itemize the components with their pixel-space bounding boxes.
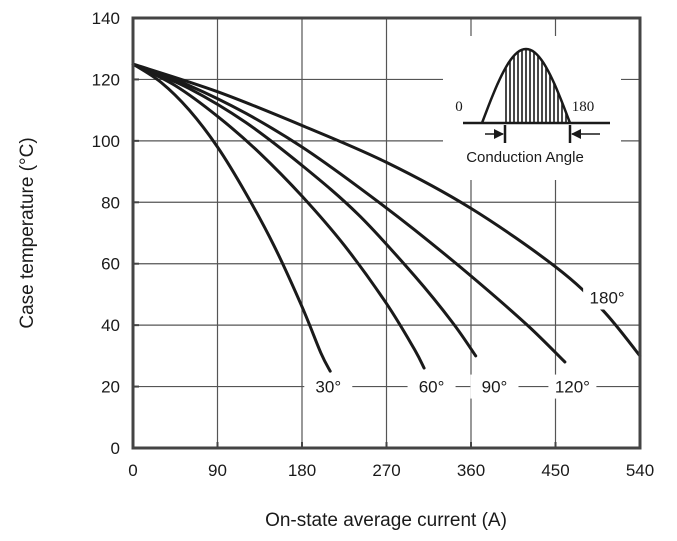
inset-label-zero: 0 <box>455 99 463 115</box>
curve-label-0: 30° <box>315 378 341 397</box>
y-tick-label-0: 0 <box>111 439 120 458</box>
x-tick-label-3: 270 <box>372 461 400 480</box>
x-tick-label-2: 180 <box>288 461 316 480</box>
curve-label-3: 120° <box>555 378 590 397</box>
series-line-0 <box>131 62 332 373</box>
curve-label-bg-3 <box>548 374 597 399</box>
curve-label-bg-4 <box>583 285 632 310</box>
series-line-1 <box>131 62 426 370</box>
curve-label-bg-1 <box>407 374 456 399</box>
series-line-2 <box>131 62 478 358</box>
y-tick-label-6: 120 <box>92 70 120 89</box>
curve-label-1: 60° <box>419 378 445 397</box>
inset-background <box>443 36 621 180</box>
series-lines <box>131 62 642 373</box>
x-axis-title: On-state average current (A) <box>265 510 507 531</box>
curve-label-bg-0 <box>304 374 353 399</box>
y-tick-label-2: 40 <box>101 316 120 335</box>
x-tick-label-1: 90 <box>208 461 227 480</box>
inset-right-arrow-head <box>571 129 581 139</box>
tick-labels: 0 90 180 270 360 450 540 0 20 40 60 80 100 120 140 <box>92 9 655 480</box>
inset-label-180: 180 <box>572 99 595 115</box>
x-tick-label-5: 450 <box>541 461 569 480</box>
x-tick-label-6: 540 <box>626 461 654 480</box>
curve-label-4: 180° <box>590 289 625 308</box>
x-tick-label-0: 0 <box>128 461 137 480</box>
curve-label-2: 90° <box>482 378 508 397</box>
y-tick-label-3: 60 <box>101 255 120 274</box>
curve-label-bg-2 <box>470 374 519 399</box>
y-tick-label-4: 80 <box>101 193 120 212</box>
y-tick-label-7: 140 <box>92 9 120 28</box>
inset-waveform <box>480 47 572 124</box>
plot-frame <box>131 16 642 450</box>
inset-hatch <box>505 49 567 123</box>
y-tick-label-1: 20 <box>101 378 120 397</box>
inset-caption: Conduction Angle <box>466 149 584 166</box>
y-tick-label-5: 100 <box>92 132 120 151</box>
curve-labels: 30° 60° 90° 120° 180° <box>304 285 632 399</box>
conduction-angle-inset: 0 180 Conduction Angle <box>443 36 621 180</box>
y-axis-title: Case temperature (°C) <box>17 137 38 328</box>
series-line-3 <box>131 62 567 364</box>
inset-left-arrow-head <box>494 129 504 139</box>
x-tick-label-4: 360 <box>457 461 485 480</box>
